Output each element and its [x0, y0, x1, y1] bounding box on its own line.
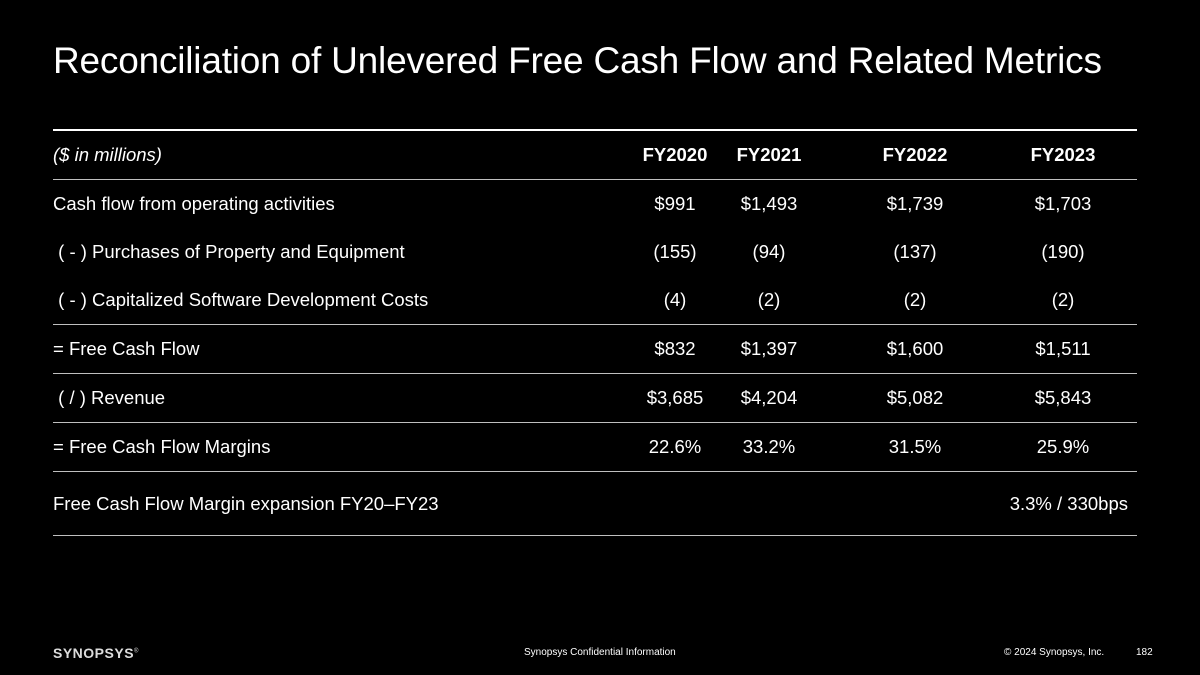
row-value: (2)	[757, 289, 781, 310]
header-fy2022: FY2022	[882, 144, 948, 165]
row-value: (2)	[903, 289, 927, 310]
row-value: (155)	[653, 241, 697, 262]
header-fy2020: FY2020	[642, 144, 708, 165]
summary-label: Free Cash Flow Margin expansion FY20–FY2…	[53, 492, 439, 514]
row-label: = Free Cash Flow	[53, 338, 200, 359]
row-label: ( - ) Capitalized Software Development C…	[53, 289, 429, 310]
table-row-purchases-ppe: ( - ) Purchases of Property and Equipmen…	[53, 228, 1137, 276]
row-value: (190)	[1041, 241, 1085, 262]
row-value: 25.9%	[1036, 436, 1090, 457]
table-row-margin-expansion: Free Cash Flow Margin expansion FY20–FY2…	[53, 472, 1137, 536]
row-value: (4)	[663, 289, 687, 310]
row-label: Cash flow from operating activities	[53, 193, 335, 214]
copyright-notice: © 2024 Synopsys, Inc.	[1004, 647, 1105, 658]
table-row-fcf-margins: = Free Cash Flow Margins 22.6% 33.2% 31.…	[53, 423, 1137, 472]
summary-value: 3.3% / 330bps	[1009, 492, 1128, 514]
row-value: $1,703	[1034, 193, 1092, 214]
header-units-label: ($ in millions)	[53, 144, 162, 165]
table-top-rule	[53, 129, 1137, 131]
fcf-reconciliation-table: ($ in millions) FY2020 FY2021 FY2022 FY2…	[53, 129, 1137, 536]
table-row-capitalized-software: ( - ) Capitalized Software Development C…	[53, 276, 1137, 325]
header-fy2023: FY2023	[1030, 144, 1096, 165]
row-value: $1,397	[740, 338, 798, 359]
row-label: ( - ) Purchases of Property and Equipmen…	[53, 241, 405, 262]
row-value: $4,204	[740, 387, 798, 408]
page-number: 182	[1136, 647, 1153, 658]
slide-title: Reconciliation of Unlevered Free Cash Fl…	[53, 40, 1102, 81]
table-header-row: ($ in millions) FY2020 FY2021 FY2022 FY2…	[53, 131, 1137, 180]
table-row-free-cash-flow: = Free Cash Flow $832 $1,397 $1,600 $1,5…	[53, 325, 1137, 374]
row-value: $1,600	[886, 338, 944, 359]
table-row-operating-cash-flow: Cash flow from operating activities $991…	[53, 180, 1137, 228]
row-value: $5,843	[1034, 387, 1092, 408]
row-value: (137)	[893, 241, 937, 262]
row-value: 33.2%	[742, 436, 796, 457]
row-value: 22.6%	[648, 436, 702, 457]
row-value: $5,082	[886, 387, 944, 408]
row-label: = Free Cash Flow Margins	[53, 436, 271, 457]
logo-text: SYNOPSYS	[53, 645, 135, 661]
row-value: $1,739	[886, 193, 944, 214]
row-value: $991	[654, 193, 696, 214]
row-value: $1,511	[1035, 338, 1091, 359]
table-row-revenue: ( / ) Revenue $3,685 $4,204 $5,082 $5,84…	[53, 374, 1137, 423]
row-value: $1,493	[740, 193, 798, 214]
row-value: $3,685	[646, 387, 704, 408]
row-value: 31.5%	[888, 436, 942, 457]
row-value: $832	[654, 338, 696, 359]
row-label: ( / ) Revenue	[53, 387, 166, 408]
row-value: (2)	[1051, 289, 1075, 310]
confidential-notice: Synopsys Confidential Information	[524, 647, 676, 658]
row-value: (94)	[752, 241, 786, 262]
synopsys-logo: SYNOPSYS®	[53, 645, 139, 661]
header-fy2021: FY2021	[736, 144, 802, 165]
